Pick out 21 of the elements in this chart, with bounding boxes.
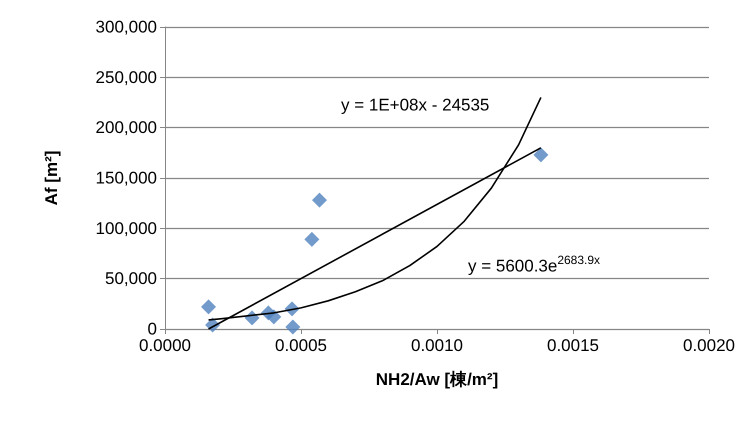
point bbox=[533, 147, 548, 162]
x-tick-label: 0.0005 bbox=[275, 336, 327, 355]
y-tick-label: 300,000 bbox=[96, 18, 157, 36]
y-tick-label: 100,000 bbox=[96, 218, 157, 238]
x-tick-label: 0.0015 bbox=[547, 336, 599, 355]
y-tick-label: 0 bbox=[148, 320, 157, 338]
y-tick-label: 200,000 bbox=[96, 118, 157, 138]
point bbox=[201, 299, 216, 314]
x-tick-label: 0.0020 bbox=[683, 336, 735, 355]
x-tick-label: 0.0010 bbox=[411, 336, 463, 355]
point bbox=[312, 192, 327, 208]
x-axis-title: NH2/Aw [棟/m²] bbox=[376, 370, 498, 389]
y-tick-label: 50,000 bbox=[105, 269, 157, 288]
y-axis-title: Af [m²] bbox=[42, 150, 61, 206]
point bbox=[266, 309, 282, 324]
x-tick-label: 0.0000 bbox=[139, 336, 191, 355]
point bbox=[304, 232, 320, 247]
annotation: y = 1E+08x - 24535 bbox=[341, 96, 490, 114]
y-tick-label: 250,000 bbox=[96, 68, 157, 87]
y-tick-label: 150,000 bbox=[96, 168, 157, 188]
point bbox=[285, 319, 300, 334]
